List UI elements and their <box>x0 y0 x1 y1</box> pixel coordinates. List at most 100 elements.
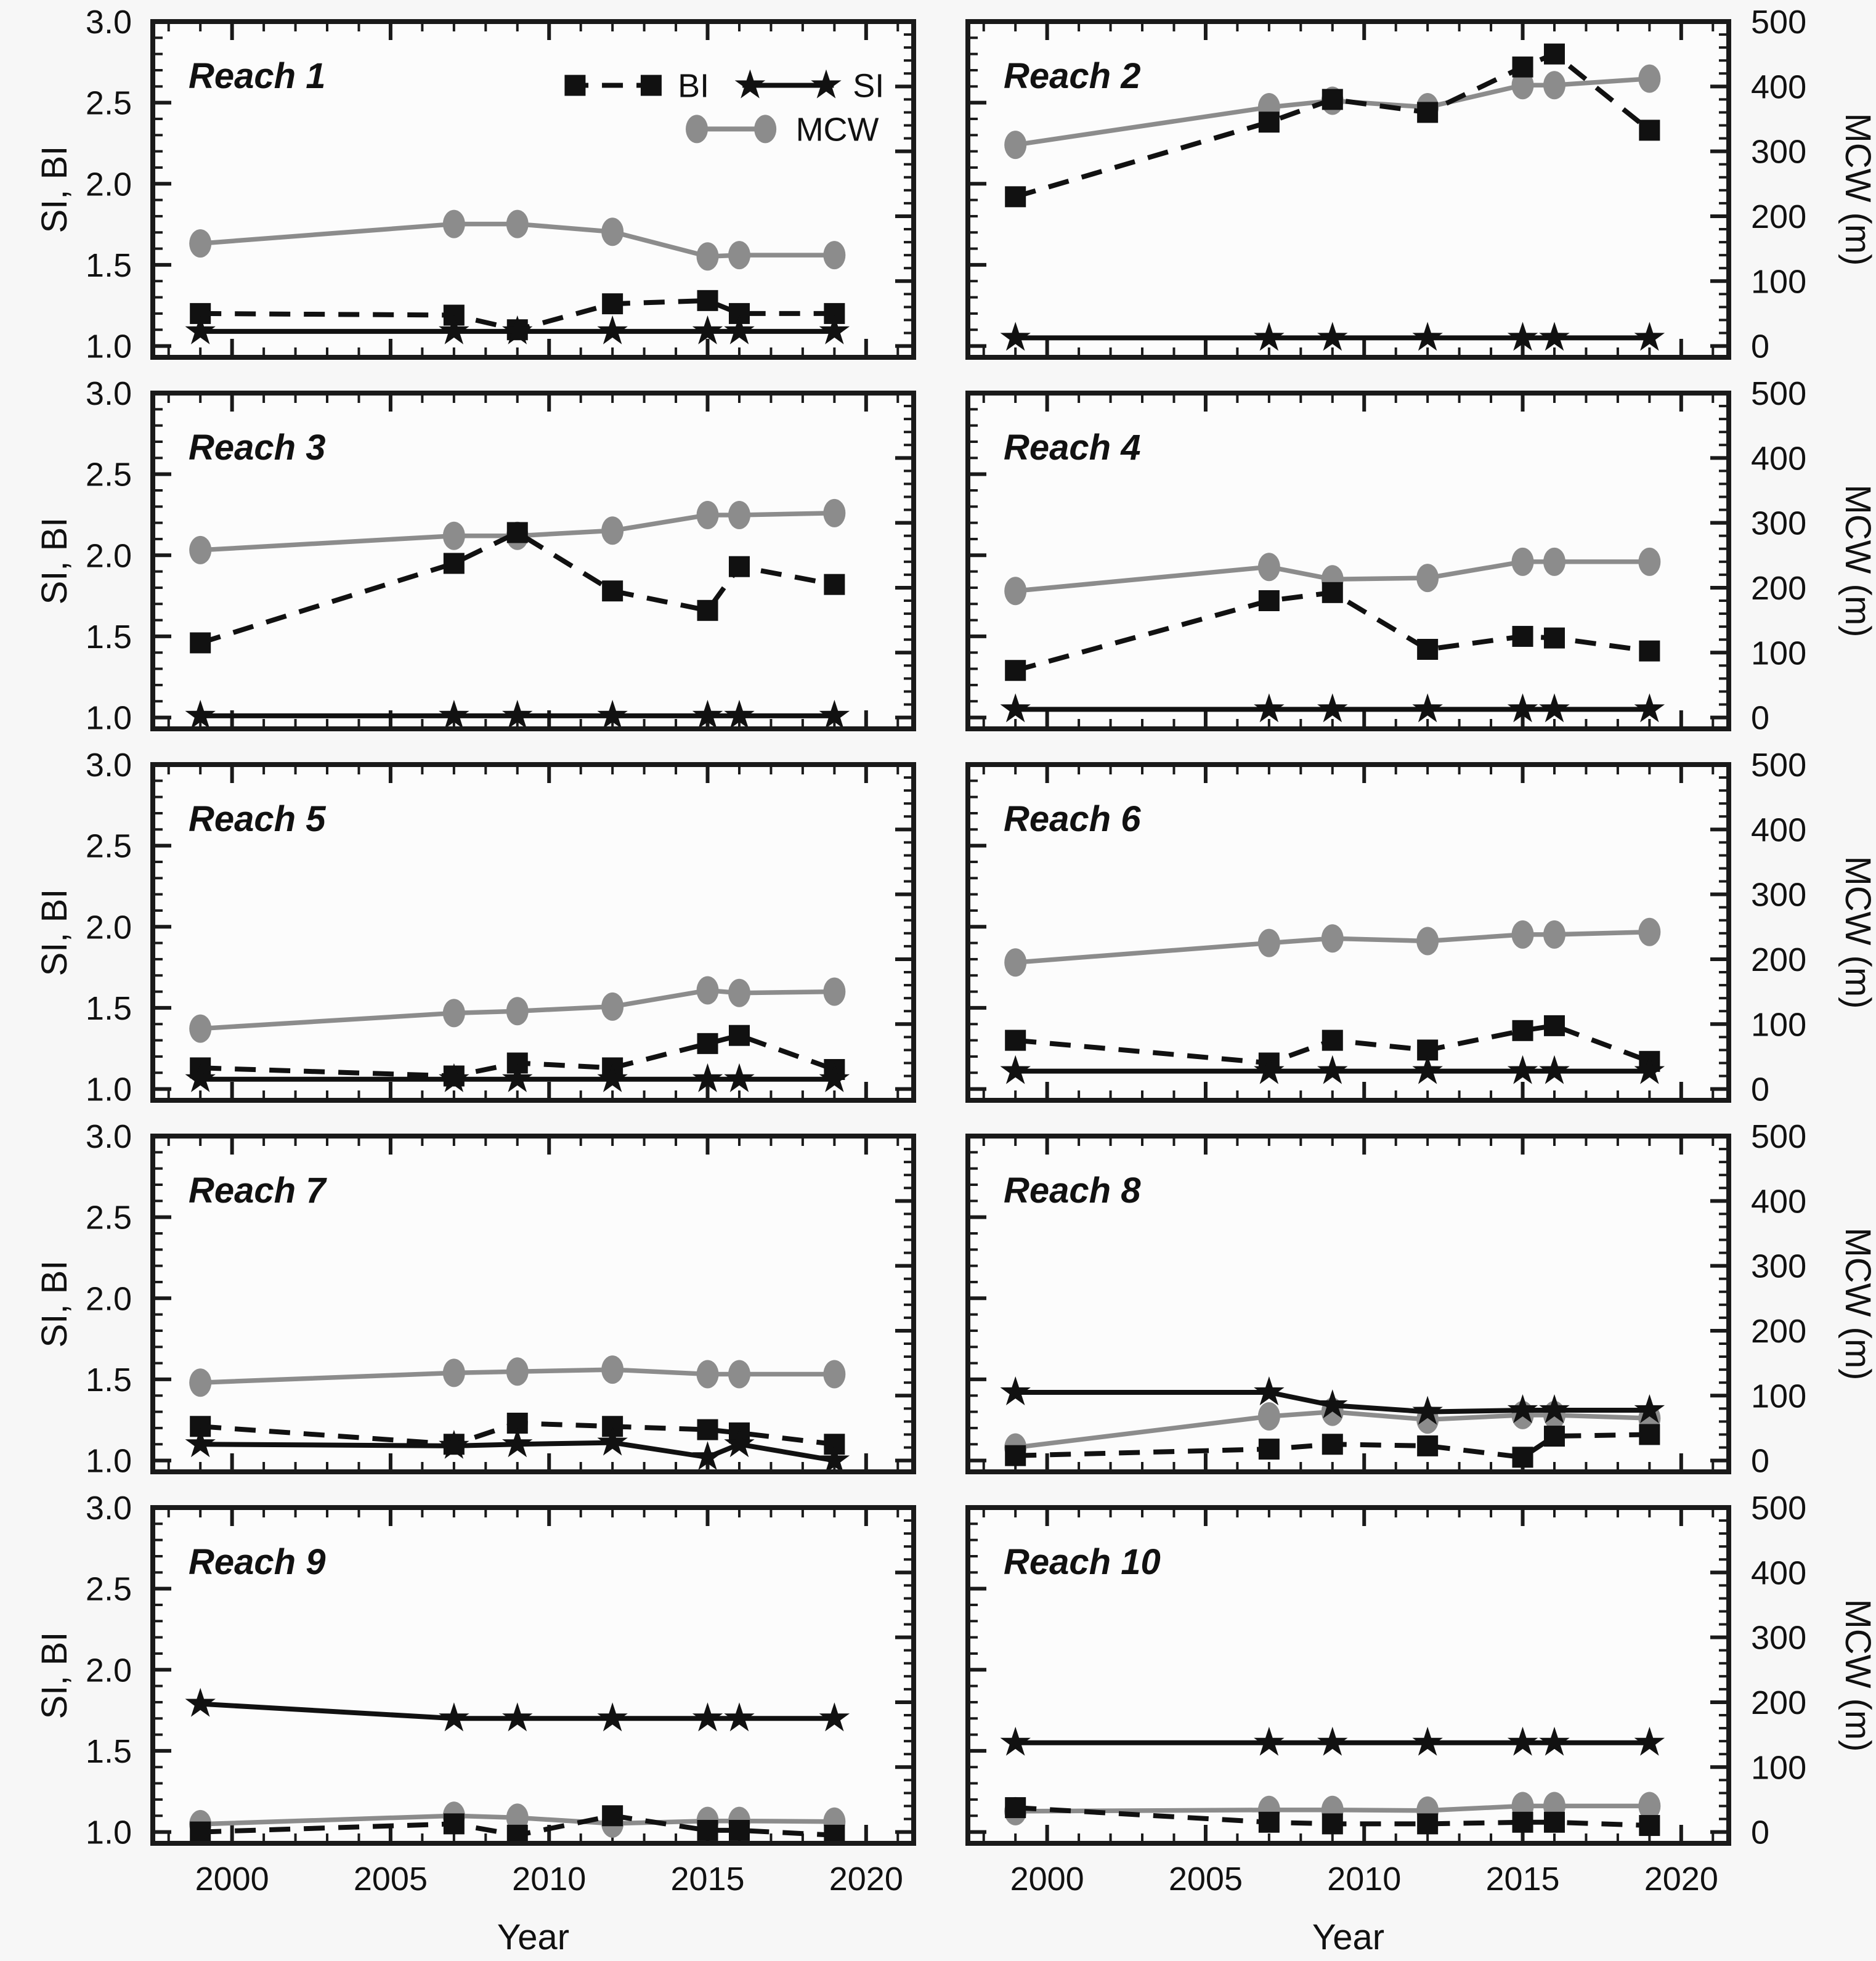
mcw-marker <box>696 976 719 1005</box>
bi-marker <box>1322 1434 1343 1455</box>
si-marker <box>1254 1726 1285 1756</box>
plot-border <box>965 19 1731 360</box>
y-right-tick-label: 200 <box>1751 570 1806 607</box>
x-tick-label: 2005 <box>354 1861 428 1898</box>
bi-marker <box>1322 1029 1343 1051</box>
y-left-tick-label: 1.0 <box>86 1443 132 1480</box>
bi-marker <box>1417 1435 1439 1456</box>
y-right-tick-label: 200 <box>1751 941 1806 978</box>
mcw-marker <box>1638 917 1661 946</box>
panel-title: Reach 8 <box>1004 1171 1141 1211</box>
mcw-marker <box>506 1357 529 1386</box>
bi-marker <box>1512 1447 1533 1468</box>
y-right-tick-label: 300 <box>1751 505 1806 542</box>
mcw-marker <box>442 1358 465 1387</box>
si-marker <box>1254 693 1285 723</box>
panel-reach-6: 0 100 200 300 400 500 MCW (m) Reach 6 <box>965 747 1876 1108</box>
y-right-tick-label: 500 <box>1751 1490 1806 1527</box>
y-right-tick-label: 100 <box>1751 263 1806 300</box>
mcw-markers <box>189 1355 846 1397</box>
legend-mcw-marker <box>754 115 777 144</box>
panel-title: Reach 6 <box>1004 799 1141 839</box>
si-marker <box>185 1428 216 1458</box>
si-marker <box>185 315 216 344</box>
bi-marker <box>1543 1015 1565 1036</box>
si-marker <box>1317 1726 1348 1756</box>
si-marker <box>1412 1395 1443 1425</box>
y-left-tick-label: 2.0 <box>86 537 132 574</box>
si-marker <box>724 699 755 729</box>
legend-bi-marker <box>640 75 662 96</box>
plot-background <box>153 22 914 357</box>
bi-markers <box>1005 1797 1660 1837</box>
mcw-marker <box>1416 564 1439 593</box>
bi-marker <box>697 1819 718 1841</box>
panel-reach-8: 0 100 200 300 400 500 MCW (m) Reach 8 <box>965 1118 1876 1480</box>
si-marker <box>1634 322 1665 351</box>
y-right-tick-label: 0 <box>1751 700 1769 737</box>
y-right-tick-label: 300 <box>1751 1620 1806 1657</box>
y-right-axis-title: MCW (m) <box>1838 1227 1876 1380</box>
si-marker <box>502 1702 533 1732</box>
mcw-marker <box>1511 71 1534 100</box>
panel-title: Reach 5 <box>189 799 326 839</box>
si-marker <box>1507 1055 1538 1084</box>
si-marker <box>502 1063 533 1092</box>
bi-marker <box>1258 590 1280 612</box>
mcw-marker <box>1638 64 1661 93</box>
plot-border <box>965 1505 1731 1846</box>
x-tick-label: 2020 <box>1644 1861 1718 1898</box>
bi-marker <box>443 553 465 574</box>
mcw-marker <box>1511 547 1534 576</box>
y-right-tick-label: 300 <box>1751 134 1806 171</box>
si-marker <box>724 1428 755 1458</box>
y-left-tick-label: 1.5 <box>86 1362 132 1399</box>
bi-marker <box>190 1821 211 1843</box>
y-left-axis-title: SI, BI <box>35 889 75 976</box>
y-left-tick-label: 2.5 <box>86 1571 132 1608</box>
bi-marker <box>728 1819 750 1841</box>
mcw-marker <box>696 500 719 529</box>
x-tick-label: 2010 <box>512 1861 586 1898</box>
y-left-tick-label: 2.5 <box>86 1200 132 1236</box>
y-right-tick-label: 300 <box>1751 1248 1806 1285</box>
si-marker <box>1000 1055 1031 1084</box>
si-markers <box>185 315 850 344</box>
panel-title: Reach 9 <box>189 1542 325 1582</box>
mcw-marker <box>1543 547 1565 576</box>
y-right-axis-title: MCW (m) <box>1838 484 1876 637</box>
y-right-tick-label: 500 <box>1751 747 1806 784</box>
mcw-marker <box>823 498 846 527</box>
si-markers <box>1000 1376 1665 1425</box>
si-marker <box>1254 322 1285 351</box>
x-tick-label: 2020 <box>829 1861 903 1898</box>
bi-marker <box>1417 102 1439 123</box>
bi-marker <box>1258 112 1280 133</box>
y-left-tick-label: 2.0 <box>86 166 132 203</box>
mcw-marker <box>189 229 212 258</box>
si-marker <box>597 1426 628 1456</box>
y-right-axis-title: MCW (m) <box>1838 1599 1876 1752</box>
si-marker <box>1254 1376 1285 1405</box>
y-left-axis-title: SI, BI <box>35 1632 75 1719</box>
bi-marker <box>602 293 623 315</box>
x-axis-title: Year <box>497 1917 569 1957</box>
legend-si-marker <box>734 69 766 99</box>
y-left-tick-label: 1.5 <box>86 1733 132 1770</box>
mcw-marker <box>189 535 212 564</box>
bi-marker <box>1512 1020 1533 1041</box>
si-marker <box>1634 693 1665 723</box>
si-marker <box>597 699 628 729</box>
x-tick-label: 2015 <box>670 1861 744 1898</box>
y-right-tick-label: 100 <box>1751 635 1806 672</box>
si-marker <box>1317 322 1348 351</box>
y-left-tick-label: 2.0 <box>86 1652 132 1689</box>
si-marker <box>1000 693 1031 723</box>
si-marker <box>692 315 723 344</box>
si-marker <box>1507 1726 1538 1756</box>
si-marker <box>439 1702 469 1732</box>
mcw-marker <box>728 500 750 529</box>
si-marker <box>819 1063 850 1092</box>
legend-si-marker <box>811 69 842 99</box>
